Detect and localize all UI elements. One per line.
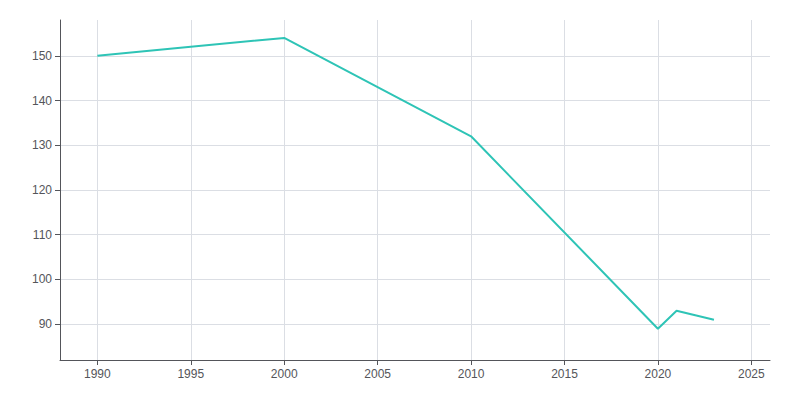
svg-text:120: 120 <box>32 183 52 197</box>
svg-text:140: 140 <box>32 94 52 108</box>
svg-text:2015: 2015 <box>551 367 578 381</box>
svg-text:2005: 2005 <box>364 367 391 381</box>
svg-text:1995: 1995 <box>177 367 204 381</box>
svg-text:1990: 1990 <box>84 367 111 381</box>
svg-text:2025: 2025 <box>738 367 765 381</box>
svg-text:150: 150 <box>32 49 52 63</box>
svg-text:130: 130 <box>32 138 52 152</box>
svg-text:90: 90 <box>39 317 53 331</box>
svg-text:2010: 2010 <box>458 367 485 381</box>
svg-text:2000: 2000 <box>271 367 298 381</box>
svg-text:100: 100 <box>32 272 52 286</box>
svg-text:110: 110 <box>33 228 52 242</box>
svg-text:2020: 2020 <box>645 367 672 381</box>
